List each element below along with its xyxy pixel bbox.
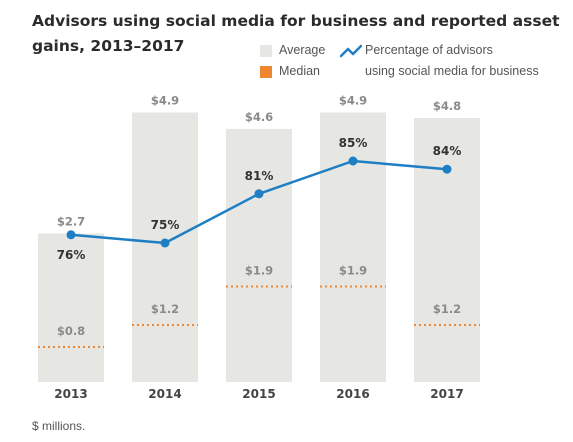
category-label-2015: 2015 (242, 387, 275, 401)
percentage-point-2016 (348, 156, 358, 166)
average-bar-2016 (320, 112, 386, 382)
category-label-2017: 2017 (430, 387, 463, 401)
average-bar-2017 (414, 118, 480, 382)
category-label-2014: 2014 (148, 387, 181, 401)
percentage-label-2014: 75% (151, 218, 180, 232)
legend-label-median: Median (279, 64, 320, 78)
category-label-2013: 2013 (54, 387, 87, 401)
percentage-point-2014 (160, 238, 170, 248)
percentage-label-2013: 76% (57, 248, 86, 262)
median-label-2016: $1.9 (339, 264, 367, 278)
category-label-2016: 2016 (336, 387, 369, 401)
legend-swatch-median (260, 66, 272, 78)
legend-label-percentage-line1: Percentage of advisors (365, 43, 493, 57)
average-label-2017: $4.8 (433, 99, 461, 113)
median-label-2015: $1.9 (245, 264, 273, 278)
median-label-2014: $1.2 (151, 302, 179, 316)
legend-swatch-average (260, 45, 272, 57)
percentage-point-2017 (442, 164, 452, 174)
median-label-2017: $1.2 (433, 302, 461, 316)
legend-label-average: Average (279, 43, 326, 57)
legend-label-percentage-line2: using social media for business (365, 64, 539, 78)
percentage-label-2016: 85% (339, 136, 368, 150)
legend-line-icon (340, 44, 362, 58)
percentage-point-2015 (254, 189, 264, 199)
average-bar-2013 (38, 233, 104, 382)
chart-title: Advisors using social media for business… (32, 12, 560, 55)
percentage-label-2015: 81% (245, 169, 274, 183)
percentage-label-2017: 84% (433, 144, 462, 158)
units-note: $ millions. (32, 419, 86, 433)
average-label-2013: $2.7 (57, 215, 85, 229)
average-bar-2015 (226, 129, 292, 382)
average-label-2014: $4.9 (151, 94, 179, 108)
average-label-2016: $4.9 (339, 94, 367, 108)
average-label-2015: $4.6 (245, 110, 273, 124)
percentage-point-2013 (66, 230, 76, 240)
median-label-2013: $0.8 (57, 324, 85, 338)
